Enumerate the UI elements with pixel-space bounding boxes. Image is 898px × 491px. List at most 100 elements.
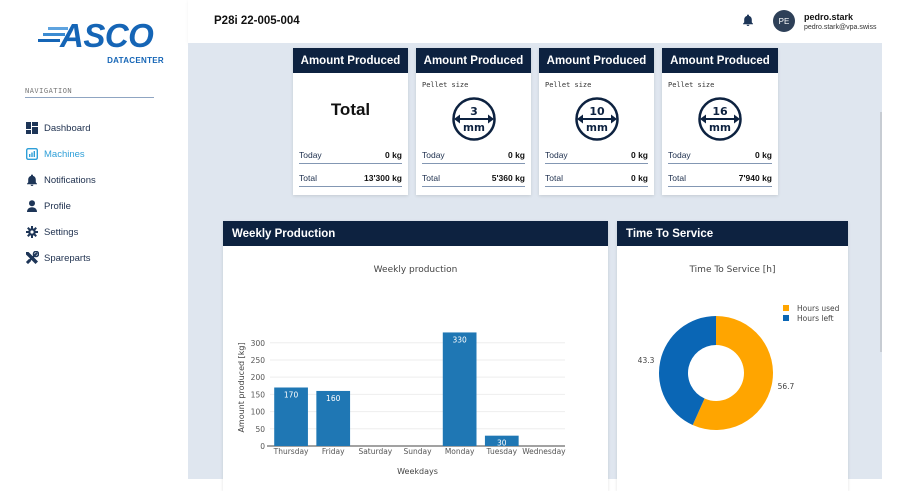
amount-card-10mm: Amount Produced Pellet size 10 mm Today 0… [539,48,654,195]
amount-card-16mm: Amount Produced Pellet size 16 mm Today 0… [662,48,778,195]
bar [484,435,519,446]
user-email: pedro.stark@vpa.swiss [804,24,877,31]
card-title: Amount Produced [416,48,531,73]
amount-card-total: Amount Produced Total Today 0 kg Total 13'… [293,48,408,195]
avatar[interactable]: PE [773,10,795,32]
x-tick-label: Saturday [358,447,392,456]
pellet-size-value: 10 [589,105,605,118]
row-value: 13'300 kg [364,173,402,183]
y-tick-label: 150 [251,390,266,399]
nav-section-label: NAVIGATION [25,87,73,95]
total-row: Total 13'300 kg [299,173,402,187]
legend-label: Hours left [797,314,834,323]
logo-brand: ASCO [60,17,154,54]
donut-chart: 56.7 Hours used 43.3 Hours left [638,304,840,430]
dashboard-icon [25,121,39,135]
card-title: Amount Produced [293,48,408,73]
slice-value-label: 56.7 [778,382,795,391]
row-label: Total [545,173,563,183]
weekly-production-card: Weekly Production Weekly production 0 50 1… [223,221,608,491]
gear-icon [25,225,39,239]
row-label: Today [299,150,322,160]
row-label: Today [545,150,568,160]
y-tick-label: 300 [251,339,266,348]
legend-swatch [783,305,789,311]
pellet-size-label: Pellet size [422,81,469,89]
legend-label: Hours used [797,304,840,313]
row-label: Today [422,150,445,160]
bar-value-label: 160 [326,394,341,403]
chart-box-icon [25,147,39,161]
user-name: pedro.stark [804,12,854,22]
pellet-size-icon: 10 mm [574,97,619,141]
today-row: Today 0 kg [545,150,648,164]
sidebar-item-machines[interactable]: Machines [25,141,96,167]
row-label: Total [668,173,686,183]
total-label: Total [330,100,371,119]
total-row: Total 0 kg [545,173,648,187]
y-tick-label: 50 [255,425,265,434]
total-row: Total 5'360 kg [422,173,525,187]
donut-slice [692,316,773,430]
user-icon [25,199,39,213]
total-row: Total 7'940 kg [668,173,772,187]
scrollbar-thumb[interactable] [880,112,882,352]
today-row: Today 0 kg [668,150,772,164]
pellet-size-label: Pellet size [668,81,715,89]
sidebar-item-spareparts[interactable]: Spareparts [25,245,96,271]
bar [316,390,351,446]
row-value: 7'940 kg [738,173,772,183]
page-title: P28i 22-005-004 [214,15,300,27]
bar-value-label: 30 [497,439,507,448]
pellet-size-label: Pellet size [545,81,592,89]
y-tick-label: 0 [260,442,265,451]
bar-value-label: 330 [452,335,467,344]
nav-divider [25,97,154,98]
pellet-size-unit: mm [709,122,731,134]
card-title: Time To Service [617,221,848,246]
x-tick-label: Sunday [403,447,432,456]
row-value: 0 kg [507,150,525,160]
x-tick-label: Monday [445,447,475,456]
donut-chart-title: Time To Service [h] [689,265,776,275]
sidebar-item-profile[interactable]: Profile [25,193,96,219]
pellet-size-unit: mm [463,122,485,134]
sidebar-item-dashboard[interactable]: Dashboard [25,115,96,141]
x-tick-label: Wednesday [522,447,566,456]
sidebar-item-label: Machines [44,148,85,160]
bell-icon [25,173,39,187]
top-bar: P28i 22-005-004 PE pedro.stark pedro.sta… [188,0,898,43]
logo-subtitle: DATACENTER [107,56,164,65]
row-value: 0 kg [630,150,648,160]
bar [274,387,308,446]
pellet-size-icon: 3 mm [451,97,496,141]
sidebar-item-settings[interactable]: Settings [25,219,96,245]
donut-slice [659,316,716,426]
sidebar-item-label: Settings [44,226,79,238]
sidebar-item-label: Dashboard [44,122,91,134]
sidebar-item-label: Notifications [44,174,96,186]
y-tick-label: 100 [251,408,266,417]
pellet-size-value: 16 [712,105,728,118]
notifications-bell-icon[interactable] [742,14,754,32]
bar-chart: 0 50 100 150 200 250 300 170 Thursday 160 Friday Sa… [237,332,566,476]
amount-card-3mm: Amount Produced Pellet size 3 mm Today 0 … [416,48,531,195]
bar [442,332,477,446]
tools-icon [25,251,39,265]
row-label: Total [299,173,317,183]
row-value: 0 kg [630,173,648,183]
pellet-size-value: 3 [470,105,478,118]
nav-list: Dashboard Machines Notifications Profile… [25,115,96,271]
today-row: Today 0 kg [422,150,525,164]
asco-logo[interactable]: ASCO DATACENTER [38,17,168,66]
scrollbar-track[interactable] [882,43,898,479]
y-tick-label: 250 [251,356,266,365]
pellet-size-icon: 16 mm [698,97,742,141]
sidebar-item-label: Profile [44,200,71,212]
sidebar-item-label: Spareparts [44,252,91,264]
card-title: Amount Produced [662,48,778,73]
y-axis-title: Amount produced [kg] [237,342,246,432]
row-label: Today [668,150,691,160]
sidebar-item-notifications[interactable]: Notifications [25,167,96,193]
bar-value-label: 170 [284,391,299,400]
